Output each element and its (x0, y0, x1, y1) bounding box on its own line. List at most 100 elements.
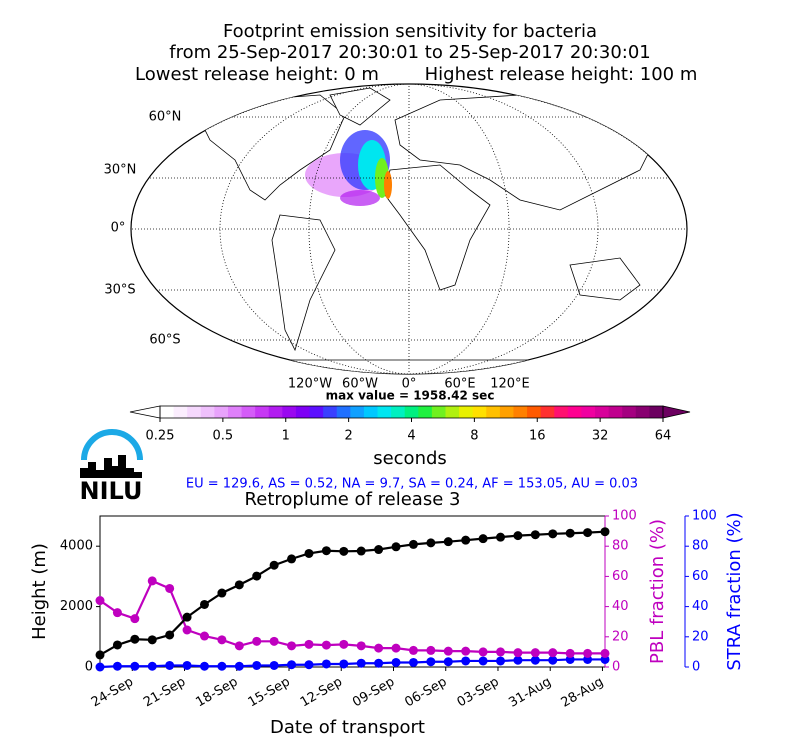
colorbar-tick-label: 2 (344, 429, 352, 444)
y3-tick-label: 60 (692, 569, 709, 584)
series-marker (95, 650, 105, 660)
series-marker (321, 640, 331, 650)
series-marker (496, 532, 506, 542)
series-marker (496, 656, 506, 666)
colorbar-cell (350, 406, 365, 418)
series-marker (95, 662, 105, 672)
x-tick-label: 03-Sep (455, 675, 502, 711)
colorbar-cell (431, 406, 446, 418)
colorbar-cell (527, 406, 542, 418)
y3-tick-label: 0 (692, 660, 700, 675)
y2-tick-label: 60 (612, 569, 629, 584)
colorbar-cell (241, 406, 256, 418)
north-america (199, 94, 346, 201)
series-marker (287, 660, 297, 670)
series-marker (478, 656, 488, 666)
series-marker (513, 648, 523, 658)
x-axis-label: Date of transport (270, 717, 425, 738)
y3-axis-label: STRA fraction (%) (724, 512, 745, 670)
series-marker (147, 576, 157, 586)
y-tick-label: 0 (85, 660, 93, 675)
series-marker (408, 539, 418, 549)
x-tick-label: 09-Sep (350, 675, 397, 711)
series-marker (234, 661, 244, 671)
y2-tick-label: 80 (612, 539, 629, 554)
chart-title: Retroplume of release 3 (245, 489, 461, 510)
series-marker (391, 643, 401, 653)
x-tick-label: 28-Aug (559, 675, 607, 711)
series-marker (165, 583, 175, 593)
series-marker (199, 631, 209, 641)
colorbar-cell (595, 406, 610, 418)
y-tick-label: 2000 (60, 599, 93, 614)
colorbar-cell (214, 406, 229, 418)
series-marker (304, 660, 314, 670)
meridian (308, 84, 510, 374)
colorbar-cell (377, 406, 392, 418)
colorbar-cell (418, 406, 433, 418)
series-marker (374, 658, 384, 668)
series-marker (583, 528, 593, 538)
series-marker (530, 648, 540, 658)
colorbar-cell (227, 406, 243, 418)
y3-tick-label: 20 (692, 629, 709, 644)
lat-label: 30°S (104, 283, 135, 298)
series-marker (461, 656, 471, 666)
colorbar-cell (540, 406, 555, 418)
series-line (99, 530, 606, 656)
series-marker (391, 542, 401, 552)
y2-axis-label: PBL fraction (%) (647, 519, 668, 664)
x-tick-label: 31-Aug (506, 675, 554, 711)
series-marker (356, 658, 366, 668)
colorbar-extend-low (129, 405, 161, 419)
series-marker (199, 599, 209, 609)
series-marker (252, 660, 262, 670)
series-marker (408, 657, 418, 667)
y3-tick-label: 100 (692, 509, 717, 524)
plume (340, 190, 380, 206)
colorbar-cell (459, 406, 474, 418)
y3-tick-label: 40 (692, 599, 709, 614)
x-tick-label: 12-Sep (298, 675, 345, 711)
colorbar-tick-label: 16 (529, 429, 546, 444)
australia (569, 257, 641, 301)
series-marker (112, 661, 122, 671)
series-marker (321, 546, 331, 556)
series-marker (95, 596, 105, 606)
series-marker (182, 660, 192, 670)
x-tick-label: 15-Sep (246, 675, 293, 711)
x-tick-label: 24-Sep (89, 675, 136, 711)
series-marker (199, 661, 209, 671)
series-marker (112, 608, 122, 618)
colorbar-cell (513, 406, 528, 418)
series-marker (548, 655, 558, 665)
colorbar-cell (391, 406, 406, 418)
y-tick-label: 4000 (60, 539, 93, 554)
series-marker (565, 648, 575, 658)
series-marker (443, 657, 453, 667)
colorbar-tick-label: 64 (655, 429, 672, 444)
colorbar-tick-label: 4 (407, 429, 415, 444)
series-marker (496, 647, 506, 657)
series-marker (426, 538, 436, 548)
colorbar-tick-label: 0.5 (213, 429, 234, 444)
colorbar-extend-high (662, 405, 691, 419)
series-marker (287, 641, 297, 651)
colorbar-tick-label: 32 (592, 429, 609, 444)
series-line (99, 579, 605, 655)
lon-label: 120°W (288, 377, 332, 392)
colorbar-cell (282, 406, 297, 418)
colorbar-cell (187, 406, 202, 418)
series-marker (530, 655, 540, 665)
series-marker (165, 630, 175, 640)
series-marker (513, 655, 523, 665)
colorbar-cell (649, 406, 664, 418)
series-marker (565, 528, 575, 538)
x-tick-label: 18-Sep (193, 675, 240, 711)
colorbar-cell (486, 406, 501, 418)
series-marker (182, 612, 192, 622)
series-marker (548, 648, 558, 658)
series-marker (530, 530, 540, 540)
